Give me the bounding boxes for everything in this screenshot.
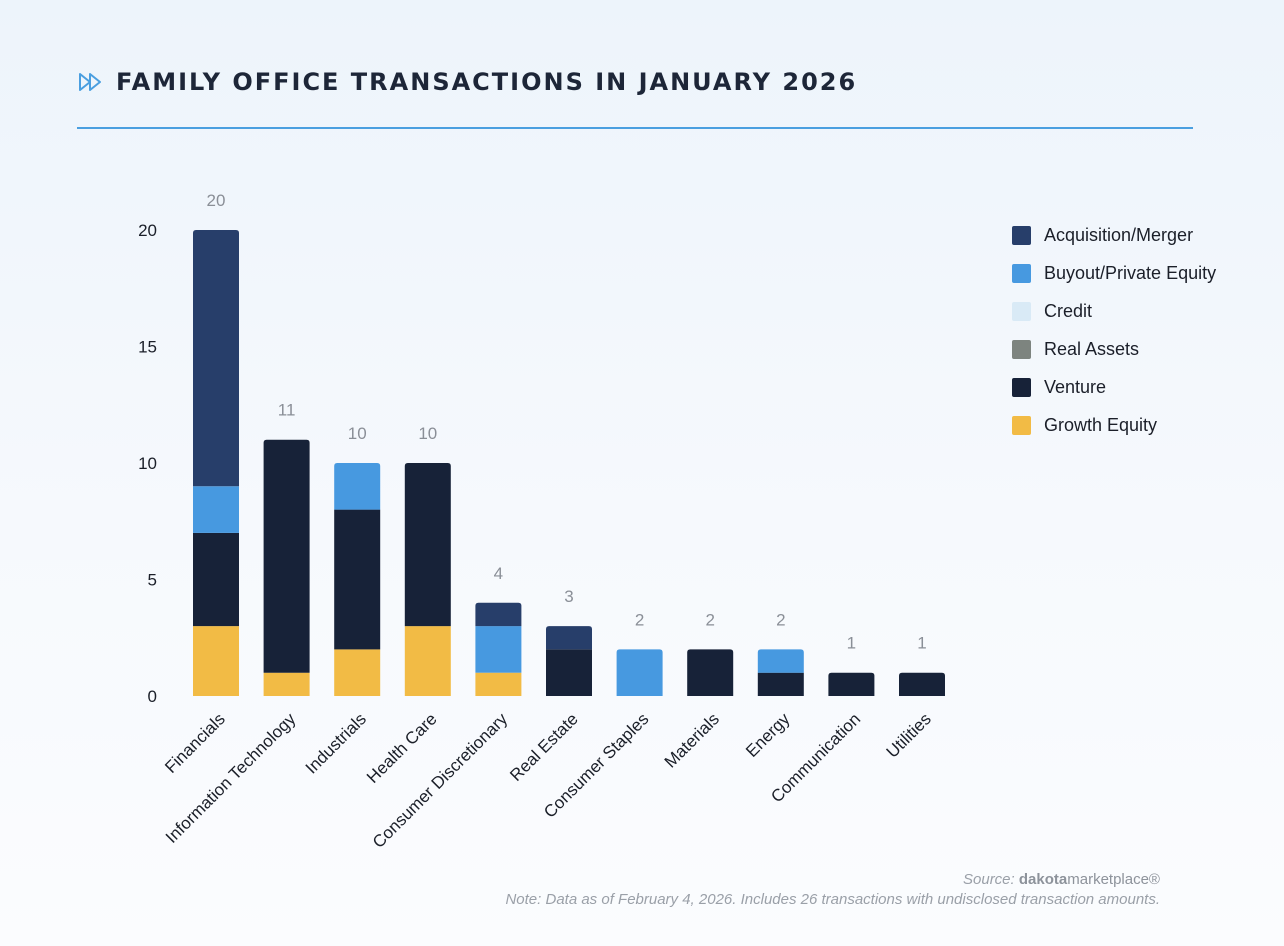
- bar-segment-financials-growth-equity: [193, 626, 239, 696]
- legend-item-real-assets: Real Assets: [1012, 330, 1216, 368]
- fast-forward-icon: [79, 73, 101, 91]
- x-tick-label: Industrials: [302, 709, 370, 777]
- footnote: Note: Data as of February 4, 2026. Inclu…: [505, 891, 1160, 908]
- bar-total-label: 3: [564, 587, 573, 606]
- x-tick-label: Consumer Discretionary: [369, 709, 512, 852]
- legend-label: Acquisition/Merger: [1044, 224, 1194, 245]
- legend-swatch: [1012, 415, 1031, 435]
- bar-segment-real-estate-venture: [546, 649, 592, 696]
- y-tick-label: 0: [148, 687, 157, 706]
- legend-label: Venture: [1044, 376, 1107, 397]
- source-line: Source: dakotamarketplace®: [963, 871, 1160, 888]
- legend-label: Credit: [1044, 300, 1093, 321]
- bar-segment-health-care-growth-equity: [404, 626, 451, 696]
- x-tick-label: Energy: [742, 709, 794, 761]
- bar-segment-communication-venture: [828, 672, 875, 696]
- bar-segment-consumer-discretionary-growth-equity: [475, 672, 522, 696]
- legend-label: Growth Equity: [1044, 414, 1158, 435]
- y-tick-label: 10: [138, 454, 157, 473]
- bar-segment-financials-acquisition-merger: [193, 230, 239, 487]
- bar-segment-energy-buyout-private-equity: [757, 649, 804, 673]
- bar-total-label: 1: [847, 634, 856, 653]
- legend-label: Real Assets: [1044, 338, 1140, 359]
- source-brand-suffix: marketplace®: [1067, 871, 1160, 888]
- y-tick-label: 20: [138, 221, 157, 240]
- legend-swatch: [1012, 263, 1031, 283]
- bar-segment-energy-venture: [757, 672, 804, 696]
- legend-swatch: [1012, 301, 1031, 321]
- bar-segment-information-technology-growth-equity: [263, 672, 310, 696]
- bar-segment-industrials-venture: [334, 509, 381, 650]
- bar-segment-financials-buyout-private-equity: [193, 486, 239, 533]
- bar-segment-consumer-staples-buyout-private-equity: [616, 649, 663, 696]
- bar-total-label: 10: [418, 424, 437, 443]
- bar-total-label: 2: [705, 610, 714, 629]
- bar-total-label: 10: [348, 424, 367, 443]
- legend-swatch: [1012, 225, 1031, 245]
- bar-segment-materials-venture: [687, 649, 734, 696]
- bar-total-label: 11: [278, 401, 296, 420]
- bar-total-label: 2: [776, 610, 785, 629]
- title-row: FAMILY OFFICE TRANSACTIONS IN JANUARY 20…: [78, 64, 857, 100]
- y-tick-label: 15: [138, 338, 157, 357]
- bar-segment-industrials-growth-equity: [334, 649, 381, 696]
- x-tick-label: Financials: [161, 709, 229, 777]
- source-prefix: Source:: [963, 871, 1015, 888]
- bar-segment-consumer-discretionary-acquisition-merger: [475, 602, 522, 627]
- bar-segment-consumer-discretionary-buyout-private-equity: [475, 626, 522, 673]
- x-tick-label: Utilities: [883, 709, 935, 761]
- legend-item-acquisition-merger: Acquisition/Merger: [1012, 216, 1216, 254]
- bar-segment-health-care-venture: [404, 463, 451, 627]
- x-tick-label: Materials: [661, 709, 723, 771]
- chart-legend: Acquisition/Merger Buyout/Private Equity C…: [1012, 216, 1216, 444]
- bar-segment-real-estate-acquisition-merger: [546, 626, 592, 650]
- legend-item-buyout-private-equity: Buyout/Private Equity: [1012, 254, 1216, 292]
- bar-segment-financials-venture: [193, 532, 239, 627]
- bar-segment-utilities-venture: [899, 672, 945, 696]
- bar-total-label: 1: [917, 634, 926, 653]
- y-tick-label: 5: [148, 571, 157, 590]
- legend-item-venture: Venture: [1012, 368, 1216, 406]
- bar-total-label: 20: [207, 191, 226, 210]
- legend-swatch: [1012, 377, 1031, 397]
- bar-total-label: 2: [635, 610, 644, 629]
- title-divider: [77, 127, 1193, 129]
- x-tick-label: Information Technology: [162, 709, 300, 847]
- legend-swatch: [1012, 339, 1031, 359]
- x-tick-label: Health Care: [363, 709, 441, 787]
- source-brand: dakota: [1018, 871, 1068, 888]
- legend-item-growth-equity: Growth Equity: [1012, 406, 1216, 444]
- bar-total-label: 4: [494, 564, 503, 583]
- bar-segment-industrials-buyout-private-equity: [334, 463, 381, 510]
- page-title: FAMILY OFFICE TRANSACTIONS IN JANUARY 20…: [116, 68, 858, 96]
- x-tick-label: Real Estate: [506, 709, 582, 785]
- legend-item-credit: Credit: [1012, 292, 1216, 330]
- bar-segment-information-technology-venture: [263, 439, 310, 673]
- legend-label: Buyout/Private Equity: [1044, 262, 1217, 283]
